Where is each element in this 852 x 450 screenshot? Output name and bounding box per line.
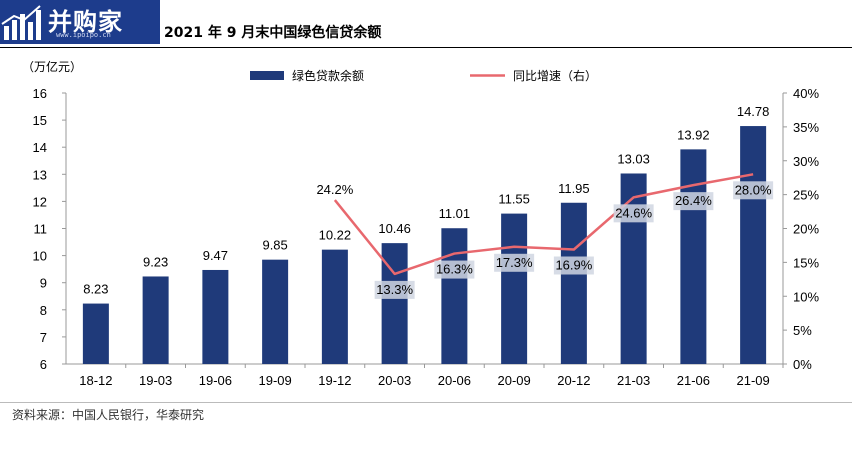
bar bbox=[321, 249, 348, 364]
line-label-band bbox=[494, 253, 535, 272]
y2-tick-label: 40% bbox=[793, 86, 819, 101]
bar-value-label: 14.78 bbox=[737, 104, 770, 119]
y2-tick-label: 15% bbox=[793, 255, 819, 270]
axes: （万亿元） 6 7 8 9 10 11 12 13 14 15 16 0% 5% 10% 15% 20% 25% 3… bbox=[22, 59, 819, 388]
y-tick-label: 12 bbox=[33, 194, 47, 209]
y-tick-label: 9 bbox=[40, 276, 47, 291]
x-tick-label: 20-12 bbox=[557, 373, 590, 388]
y-tick-label: 15 bbox=[33, 113, 47, 128]
bar-value-label: 10.46 bbox=[378, 221, 411, 236]
bar-value-label: 9.23 bbox=[143, 254, 168, 269]
y-tick-label: 14 bbox=[33, 140, 47, 155]
y-tick-label: 8 bbox=[40, 303, 47, 318]
bar-labels: 8.23 9.23 9.47 9.85 10.22 10.46 11.01 11.55 11.9… bbox=[83, 104, 769, 297]
bar bbox=[501, 213, 528, 364]
y2-tick-label: 20% bbox=[793, 222, 819, 237]
y-axis-unit: （万亿元） bbox=[22, 59, 82, 74]
line-label-band bbox=[733, 181, 774, 200]
y2-tick-label: 0% bbox=[793, 357, 812, 372]
x-tick-label: 21-09 bbox=[737, 373, 770, 388]
y-tick-label: 7 bbox=[40, 330, 47, 345]
bar bbox=[441, 228, 468, 364]
source-note: 资料来源：中国人民银行，华泰研究 bbox=[12, 408, 205, 422]
growth-line bbox=[333, 173, 754, 276]
line-value-label: 24.6% bbox=[615, 205, 652, 220]
y2-tick-label: 30% bbox=[793, 154, 819, 169]
line-value-label: 28.0% bbox=[735, 182, 772, 197]
x-tick-label: 19-03 bbox=[139, 373, 172, 388]
bar bbox=[262, 259, 289, 364]
line-value-label: 16.3% bbox=[436, 262, 473, 277]
y-tick-label: 16 bbox=[33, 86, 47, 101]
line-value-label: 24.2% bbox=[316, 182, 353, 197]
bar-value-label: 13.92 bbox=[677, 127, 710, 142]
x-tick-label: 19-06 bbox=[199, 373, 232, 388]
legend: 绿色贷款余额 同比增速（右） bbox=[250, 68, 597, 83]
x-tick-label: 20-09 bbox=[498, 373, 531, 388]
logo: 并购家 www.ipoipo.cn bbox=[0, 0, 160, 44]
bar bbox=[680, 149, 707, 364]
building-chart-icon bbox=[1, 5, 41, 40]
logo-name: 并购家 bbox=[48, 8, 123, 36]
x-tick-label: 19-09 bbox=[259, 373, 292, 388]
bar-value-label: 11.55 bbox=[498, 192, 530, 207]
y-tick-label: 13 bbox=[33, 167, 47, 182]
line-series: 24.2% 13.3% 16.3% 17.3% 16.9% 24.6% 26.4% 28.0% bbox=[316, 173, 774, 299]
y2-tick-label: 25% bbox=[793, 188, 819, 203]
bar bbox=[142, 276, 169, 364]
x-tick-label: 20-06 bbox=[438, 373, 471, 388]
logo-url: www.ipoipo.cn bbox=[56, 31, 111, 39]
x-tick-label: 18-12 bbox=[79, 373, 112, 388]
legend-bar-label: 绿色贷款余额 bbox=[292, 68, 364, 83]
bar bbox=[620, 173, 647, 364]
line-label-band bbox=[553, 256, 594, 275]
source-divider bbox=[0, 402, 852, 403]
line-label-band bbox=[434, 260, 475, 279]
bar-value-label: 11.95 bbox=[558, 181, 590, 196]
bar-value-label: 9.47 bbox=[203, 248, 228, 263]
line-label-band bbox=[673, 192, 714, 211]
line-value-label: 13.3% bbox=[376, 282, 413, 297]
y2-tick-label: 5% bbox=[793, 323, 812, 338]
bar-value-label: 8.23 bbox=[83, 282, 108, 297]
y-tick-label: 11 bbox=[34, 222, 48, 237]
bar-value-label: 9.85 bbox=[262, 238, 287, 253]
bar bbox=[560, 202, 587, 364]
legend-bar-swatch bbox=[250, 71, 284, 80]
x-tick-label: 21-06 bbox=[677, 373, 710, 388]
legend-line-label: 同比增速（右） bbox=[513, 68, 597, 83]
bar bbox=[740, 126, 767, 364]
y2-tick-label: 10% bbox=[793, 289, 819, 304]
line-value-label: 17.3% bbox=[496, 255, 533, 270]
line-label-band bbox=[613, 204, 654, 223]
y2-tick-label: 35% bbox=[793, 120, 819, 135]
line-value-label: 16.9% bbox=[555, 258, 592, 273]
line-label-band bbox=[374, 280, 415, 299]
bar bbox=[202, 269, 229, 364]
x-tick-label: 19-12 bbox=[318, 373, 351, 388]
y-tick-label: 6 bbox=[40, 357, 47, 372]
bar-series bbox=[82, 126, 767, 364]
title-divider bbox=[0, 47, 852, 48]
bar-value-label: 13.03 bbox=[617, 151, 650, 166]
bar-value-label: 10.22 bbox=[319, 228, 352, 243]
chart-canvas: （万亿元） 6 7 8 9 10 11 12 13 14 15 16 0% 5% 10% 15% 20% 25% 3… bbox=[22, 59, 819, 388]
y-tick-label: 10 bbox=[33, 249, 47, 264]
line-value-label: 26.4% bbox=[675, 193, 712, 208]
bar-value-label: 11.01 bbox=[439, 206, 471, 221]
x-tick-label: 21-03 bbox=[617, 373, 650, 388]
bar bbox=[82, 303, 109, 364]
chart-title: 2021 年 9 月末中国绿色信贷余额 bbox=[164, 25, 382, 41]
x-tick-label: 20-03 bbox=[378, 373, 411, 388]
